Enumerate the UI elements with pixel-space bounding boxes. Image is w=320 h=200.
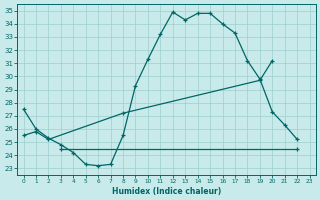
X-axis label: Humidex (Indice chaleur): Humidex (Indice chaleur) (112, 187, 221, 196)
